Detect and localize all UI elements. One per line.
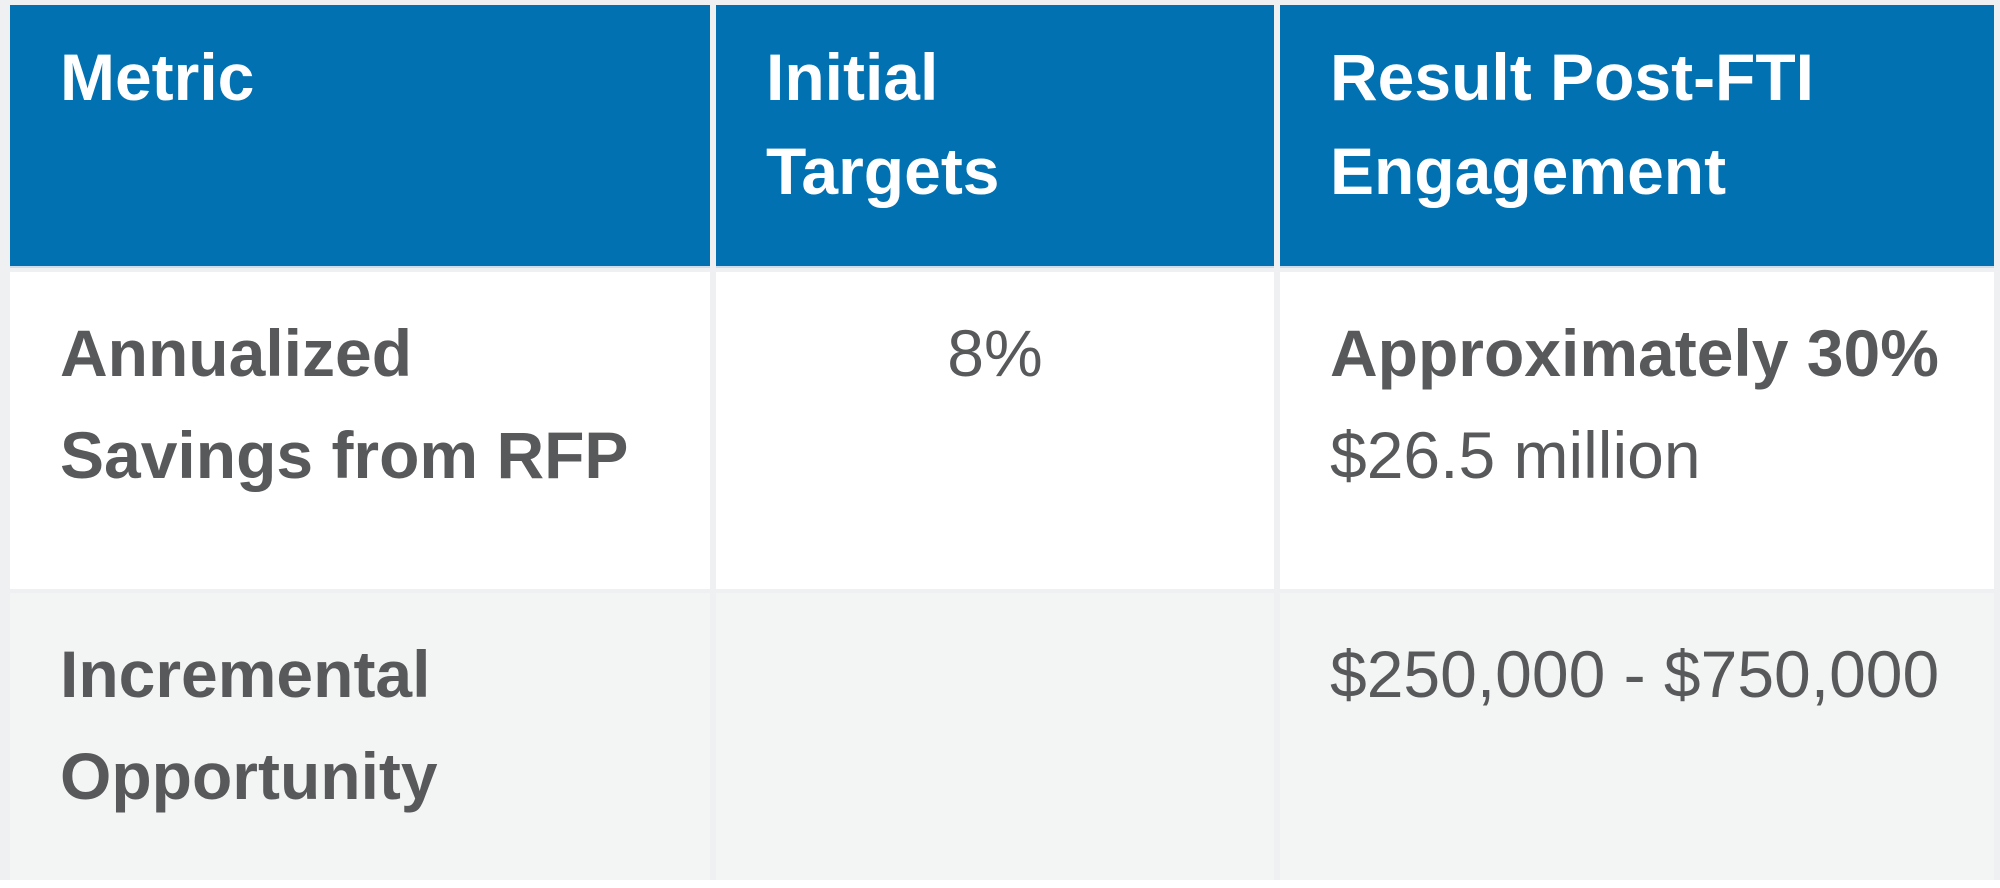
header-cell-result-post-fti: Result Post-FTI Engagement (1280, 5, 1994, 268)
header-metric-line-1: Metric (60, 40, 255, 114)
row2-metric-cell: Incremental Opportunity (10, 593, 710, 880)
row2-result-cell: $250,000 - $750,000 (1280, 593, 1994, 880)
row1-result-line-2: $26.5 million (1330, 418, 1701, 493)
row2-result-line-1: $250,000 - $750,000 (1330, 637, 1940, 711)
row2-metric-line-2: Opportunity (60, 739, 438, 814)
row1-result-line-1: Approximately 30% (1330, 316, 1939, 390)
row1-initial-target-value: 8% (947, 316, 1043, 390)
header-result-line-1: Result Post-FTI (1330, 40, 1815, 114)
header-result-line-2: Engagement (1330, 133, 1727, 208)
header-cell-metric: Metric (10, 5, 710, 268)
row2-metric-line-1: Incremental (60, 637, 431, 711)
header-initial-targets-line-1: Initial (766, 40, 939, 114)
metrics-table: Metric Initial Targets Result Post-FTI E… (10, 5, 1994, 880)
row1-metric-cell: Annualized Savings from RFP (10, 272, 710, 589)
row1-initial-target-cell: 8% (716, 272, 1274, 589)
row1-metric-line-2: Savings from RFP (60, 418, 629, 493)
header-initial-targets-line-2: Targets (766, 133, 1000, 208)
row1-result-cell: Approximately 30% $26.5 million (1280, 272, 1994, 589)
row2-initial-target-cell (716, 593, 1274, 880)
row1-metric-line-1: Annualized (60, 316, 413, 390)
header-cell-initial-targets: Initial Targets (716, 5, 1274, 268)
